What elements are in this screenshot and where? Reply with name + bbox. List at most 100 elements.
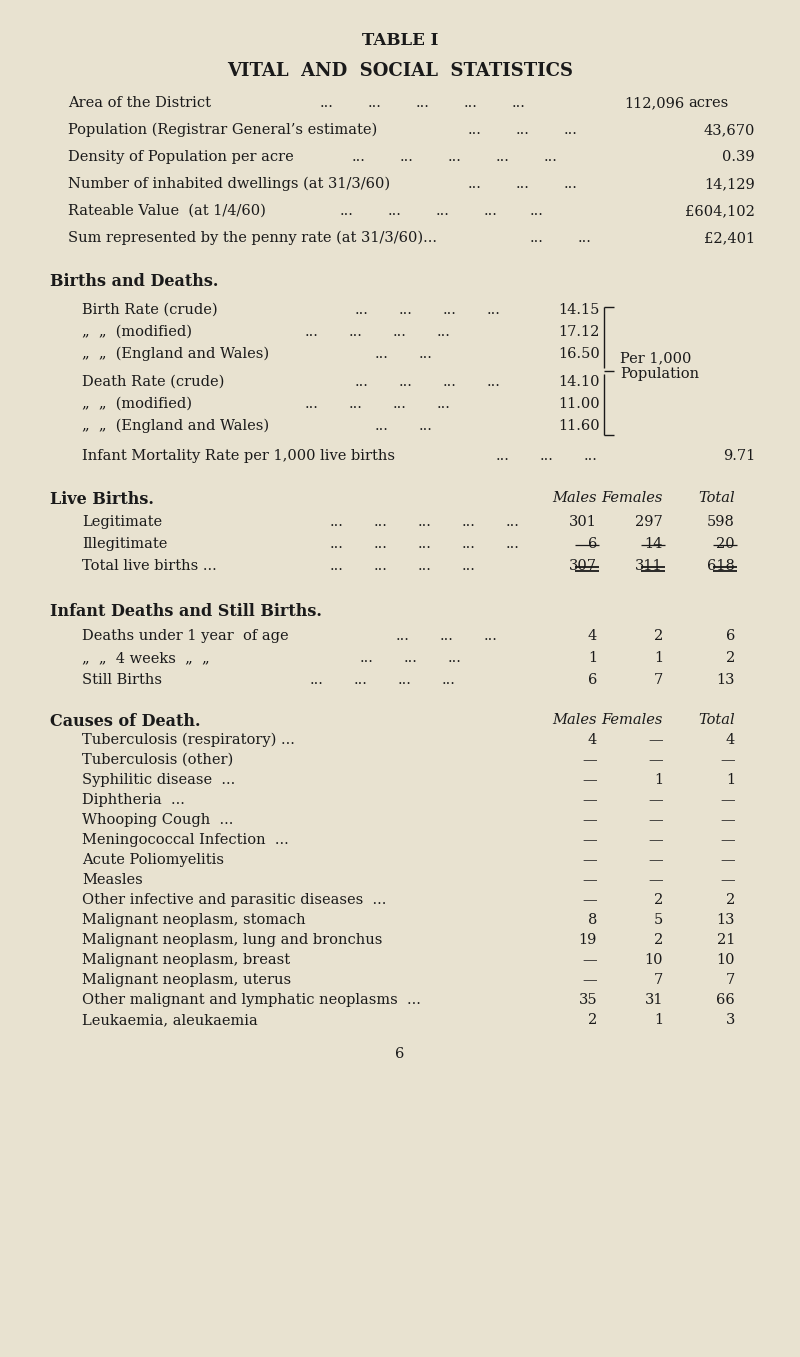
Text: —: — <box>582 753 597 767</box>
Text: ...: ... <box>540 449 554 463</box>
Text: ...: ... <box>564 176 578 191</box>
Text: —: — <box>582 893 597 906</box>
Text: 2: 2 <box>726 651 735 665</box>
Text: ...: ... <box>354 673 368 687</box>
Text: Illegitimate: Illegitimate <box>82 537 167 551</box>
Text: 66: 66 <box>716 993 735 1007</box>
Text: ...: ... <box>462 537 476 551</box>
Text: ...: ... <box>400 151 414 164</box>
Text: ...: ... <box>418 559 432 573</box>
Text: TABLE I: TABLE I <box>362 33 438 49</box>
Text: Malignant neoplasm, uterus: Malignant neoplasm, uterus <box>82 973 291 987</box>
Text: Birth Rate (crude): Birth Rate (crude) <box>82 303 218 318</box>
Text: ...: ... <box>388 204 402 218</box>
Text: Whooping Cough  ...: Whooping Cough ... <box>82 813 234 826</box>
Text: 2: 2 <box>588 1012 597 1027</box>
Text: 6: 6 <box>726 630 735 643</box>
Text: ...: ... <box>355 303 369 318</box>
Text: Births and Deaths.: Births and Deaths. <box>50 273 218 290</box>
Text: 1: 1 <box>654 651 663 665</box>
Text: —: — <box>720 813 735 826</box>
Text: —: — <box>582 792 597 807</box>
Text: Leukaemia, aleukaemia: Leukaemia, aleukaemia <box>82 1012 258 1027</box>
Text: Malignant neoplasm, stomach: Malignant neoplasm, stomach <box>82 913 306 927</box>
Text: 3: 3 <box>726 1012 735 1027</box>
Text: Total: Total <box>698 491 735 505</box>
Text: —: — <box>582 813 597 826</box>
Text: Tuberculosis (other): Tuberculosis (other) <box>82 753 234 767</box>
Text: 0.39: 0.39 <box>722 151 755 164</box>
Text: Still Births: Still Births <box>82 673 162 687</box>
Text: 7: 7 <box>726 973 735 987</box>
Text: —: — <box>582 854 597 867</box>
Text: Total: Total <box>698 712 735 727</box>
Text: £604,102: £604,102 <box>685 204 755 218</box>
Text: ...: ... <box>396 630 410 643</box>
Text: 6: 6 <box>395 1048 405 1061</box>
Text: ...: ... <box>330 516 344 529</box>
Text: Rateable Value  (at 1/4/60): Rateable Value (at 1/4/60) <box>68 204 266 218</box>
Text: 19: 19 <box>578 934 597 947</box>
Text: Population: Population <box>620 366 699 381</box>
Text: 17.12: 17.12 <box>558 324 600 339</box>
Text: Other malignant and lymphatic neoplasms  ...: Other malignant and lymphatic neoplasms … <box>82 993 421 1007</box>
Text: acres: acres <box>688 96 728 110</box>
Text: Deaths under 1 year  of age: Deaths under 1 year of age <box>82 630 289 643</box>
Text: 1: 1 <box>588 651 597 665</box>
Text: ...: ... <box>419 347 433 361</box>
Text: 43,670: 43,670 <box>704 123 755 137</box>
Text: —: — <box>720 854 735 867</box>
Text: ...: ... <box>516 176 530 191</box>
Text: —: — <box>648 813 663 826</box>
Text: 5: 5 <box>654 913 663 927</box>
Text: ...: ... <box>496 449 510 463</box>
Text: ...: ... <box>584 449 598 463</box>
Text: 10: 10 <box>717 953 735 968</box>
Text: ...: ... <box>349 324 363 339</box>
Text: ...: ... <box>418 516 432 529</box>
Text: 14.15: 14.15 <box>558 303 600 318</box>
Text: ...: ... <box>484 204 498 218</box>
Text: ...: ... <box>375 347 389 361</box>
Text: 14: 14 <box>645 537 663 551</box>
Text: Acute Poliomyelitis: Acute Poliomyelitis <box>82 854 224 867</box>
Text: Measles: Measles <box>82 873 142 887</box>
Text: „  „  (England and Wales): „ „ (England and Wales) <box>82 419 269 433</box>
Text: 16.50: 16.50 <box>558 347 600 361</box>
Text: 21: 21 <box>717 934 735 947</box>
Text: „  „  4 weeks  „  „: „ „ 4 weeks „ „ <box>82 651 210 665</box>
Text: ...: ... <box>448 151 462 164</box>
Text: ...: ... <box>305 324 319 339</box>
Text: ...: ... <box>442 673 456 687</box>
Text: 31: 31 <box>645 993 663 1007</box>
Text: —: — <box>720 833 735 847</box>
Text: 2: 2 <box>654 934 663 947</box>
Text: Tuberculosis (respiratory) ...: Tuberculosis (respiratory) ... <box>82 733 295 748</box>
Text: —: — <box>720 753 735 767</box>
Text: —: — <box>582 833 597 847</box>
Text: ...: ... <box>330 537 344 551</box>
Text: 11.60: 11.60 <box>558 419 600 433</box>
Text: 8: 8 <box>588 913 597 927</box>
Text: 14,129: 14,129 <box>704 176 755 191</box>
Text: ...: ... <box>374 559 388 573</box>
Text: ...: ... <box>349 398 363 411</box>
Text: Live Births.: Live Births. <box>50 491 154 508</box>
Text: ...: ... <box>393 398 407 411</box>
Text: ...: ... <box>462 516 476 529</box>
Text: Males: Males <box>553 712 597 727</box>
Text: ...: ... <box>530 204 544 218</box>
Text: 598: 598 <box>707 516 735 529</box>
Text: 307: 307 <box>569 559 597 573</box>
Text: ...: ... <box>352 151 366 164</box>
Text: —: — <box>582 973 597 987</box>
Text: ...: ... <box>368 96 382 110</box>
Text: Density of Population per acre: Density of Population per acre <box>68 151 294 164</box>
Text: 311: 311 <box>635 559 663 573</box>
Text: Males: Males <box>553 491 597 505</box>
Text: „  „  (England and Wales): „ „ (England and Wales) <box>82 347 269 361</box>
Text: ...: ... <box>437 398 451 411</box>
Text: ...: ... <box>398 673 412 687</box>
Text: ...: ... <box>443 375 457 389</box>
Text: 11.00: 11.00 <box>558 398 600 411</box>
